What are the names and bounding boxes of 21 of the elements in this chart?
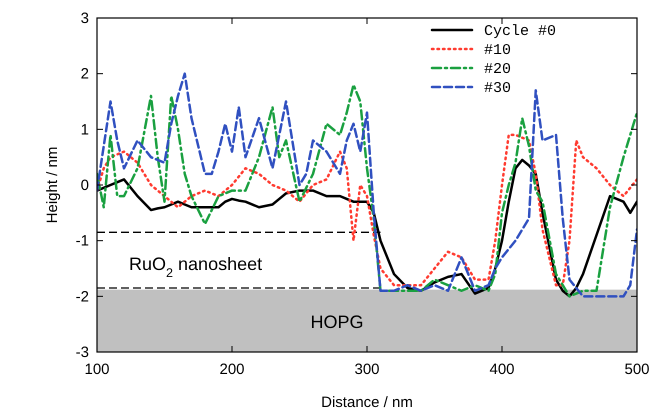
legend-label: #30 [484, 80, 512, 97]
x-tick-label: 500 [624, 361, 650, 378]
y-tick-label: -1 [76, 232, 89, 250]
x-tick-label: 300 [354, 361, 380, 378]
legend-label: #20 [484, 61, 512, 78]
x-axis-title: Distance / nm [321, 394, 413, 411]
y-tick-label: 2 [80, 66, 89, 83]
legend-label: #10 [484, 42, 512, 59]
legend-label: Cycle #0 [484, 23, 556, 40]
y-tick-label: -3 [76, 344, 89, 361]
y-tick-label: -2 [76, 288, 89, 306]
band-label: HOPG [310, 312, 364, 332]
annotation: RuO$_{2}$ nanosheet [129, 254, 262, 280]
x-tick-label: 400 [489, 361, 515, 378]
x-tick-label: 200 [219, 361, 245, 378]
y-axis-title: Height / nm [44, 146, 61, 224]
line-series [97, 134, 637, 286]
y-tick-label: 3 [80, 10, 89, 27]
y-tick-label: 0 [80, 177, 89, 194]
y-tick-label: 1 [80, 121, 89, 138]
x-tick-label: 100 [84, 361, 110, 378]
